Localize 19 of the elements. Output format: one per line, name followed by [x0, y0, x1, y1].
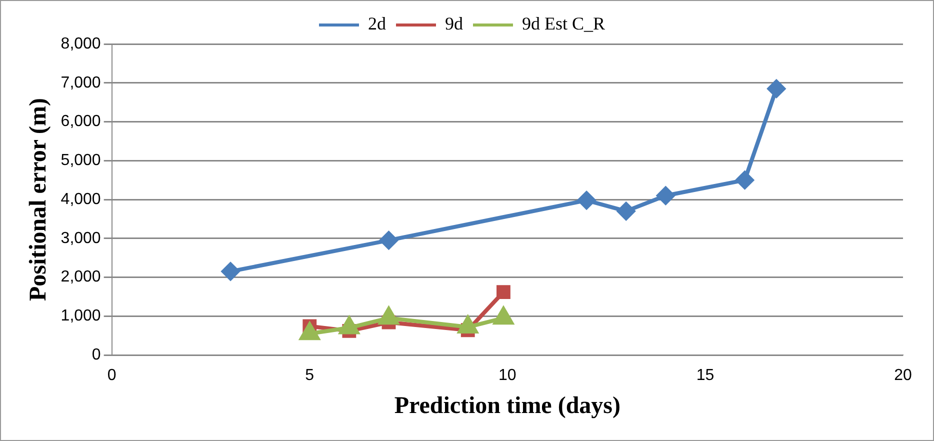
y-tick-label: 0: [92, 346, 101, 364]
y-tick-label: 2,000: [60, 268, 101, 286]
y-tick-label: 5,000: [60, 152, 101, 170]
legend-label: 2d: [368, 14, 386, 34]
legend-label: 9d Est C_R: [522, 14, 606, 34]
x-tick-label: 0: [107, 367, 116, 384]
y-axis-title: Positional error (m): [26, 98, 52, 302]
x-tick-label: 10: [498, 367, 516, 384]
x-tick-label: 15: [696, 367, 714, 384]
y-tick-label: 3,000: [60, 230, 101, 247]
x-tick-label: 5: [305, 367, 314, 384]
y-tick-label: 7,000: [60, 74, 101, 92]
y-tick-label: 8,000: [60, 35, 101, 52]
x-tick-label: 20: [894, 367, 912, 384]
legend-label: 9d: [444, 14, 463, 34]
y-tick-label: 6,000: [60, 113, 101, 130]
x-axis-title: Prediction time (days): [394, 392, 621, 419]
y-tick-label: 4,000: [60, 190, 101, 208]
y-tick-label: 1,000: [60, 308, 101, 325]
